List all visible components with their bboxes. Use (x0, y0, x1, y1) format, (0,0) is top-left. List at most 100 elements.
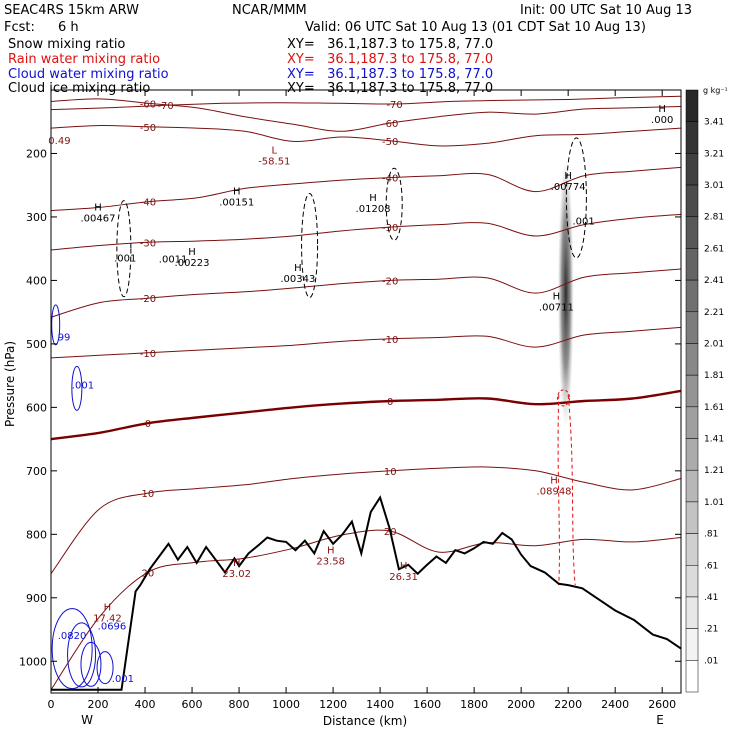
extremum-marker: H (188, 247, 196, 258)
extremum-value: .00467 (81, 214, 116, 225)
contour-value-label: .0820 (58, 631, 87, 642)
isotherm-label: -30 (140, 238, 156, 249)
x-tick-label: 400 (135, 698, 156, 711)
colorbar-label: 1.81 (704, 371, 724, 381)
isotherm-label: -10 (382, 335, 398, 346)
extremum-value: .000 (651, 115, 673, 126)
isotherm-label: -70 (386, 100, 402, 111)
colorbar-label: 1.41 (704, 435, 724, 445)
colorbar-swatch (685, 406, 699, 439)
colorbar-swatch (685, 184, 699, 217)
colorbar-swatch (685, 374, 699, 408)
x-tick-label: 200 (88, 698, 109, 711)
cloud-water-contour (80, 641, 102, 687)
cloud-ice-contour (565, 137, 587, 259)
isotherm-label: -40 (382, 174, 398, 185)
y-tick-label: 500 (26, 338, 47, 351)
x-tick-label: 2400 (601, 698, 629, 711)
colorbar-label: 1.21 (704, 466, 724, 476)
colorbar-swatch (685, 216, 699, 249)
extremum-value: 17.42 (93, 613, 122, 624)
extremum-value: .00223 (175, 258, 210, 269)
y-tick-label: 900 (26, 592, 47, 605)
rain-water-contour (556, 389, 570, 407)
colorbar-label: 2.21 (704, 308, 724, 318)
model-title: SEAC4RS 15km ARW (4, 3, 140, 18)
cloud-water-contour (71, 365, 83, 411)
cloud-water-contour (51, 304, 61, 346)
cloud-water-contour (67, 622, 97, 688)
rain-water-contour (567, 394, 576, 586)
extremum-value: .00711 (539, 302, 574, 313)
contour-value-label: .0696 (98, 622, 127, 633)
isotherm--40 (50, 166, 682, 212)
colorbar-unit: g kg⁻¹ (703, 86, 728, 95)
extremum-marker: H (104, 602, 112, 613)
extremum-marker: H (553, 291, 561, 302)
field-rain-xy: XY= 36.1,187.3 to 175.8, 77.0 (287, 52, 494, 67)
extremum-marker: H (400, 561, 408, 572)
extremum-value: -58.51 (258, 156, 290, 167)
init-label: Init: 00 UTC Sat 10 Aug 13 (520, 3, 693, 18)
rain-water-contour (557, 394, 560, 586)
isotherm--70 (50, 95, 682, 111)
y-tick-label: 300 (26, 211, 47, 224)
extremum-marker: H (94, 203, 102, 214)
colorbar-swatch (685, 279, 699, 313)
isotherm-label: -30 (382, 223, 398, 234)
colorbar-swatch (685, 501, 699, 534)
x-tick-label: 0 (48, 698, 55, 711)
colorbar-swatch (685, 628, 699, 661)
isotherm-label: -20 (140, 294, 156, 305)
cloud-ice-contour (301, 193, 319, 299)
isotherm-label: 0 (387, 397, 393, 408)
terrain-line (51, 495, 682, 691)
field-snow-name: Snow mixing ratio (8, 37, 126, 52)
isotherm--50 (50, 124, 682, 147)
cloud-water-contour (96, 651, 114, 685)
extremum-value: 23.58 (316, 556, 345, 567)
isotherm-label: -20 (382, 276, 398, 287)
isotherm-label: 10 (142, 489, 155, 500)
colorbar-label: .21 (704, 625, 718, 635)
y-tick-label: 700 (26, 465, 47, 478)
x-tick-label: 1400 (366, 698, 394, 711)
extremum-marker: H (327, 545, 335, 556)
colorbar-swatch (685, 438, 699, 471)
extremum-marker: H (294, 263, 302, 274)
isotherm-20 (50, 529, 682, 691)
y-axis-title: Pressure (hPa) (3, 341, 17, 427)
x-tick-label: 1600 (413, 698, 441, 711)
isotherm--60 (50, 98, 682, 132)
extremum-marker: H (369, 193, 377, 204)
extremum-value: .00774 (551, 182, 586, 193)
x-tick-label: 1800 (460, 698, 488, 711)
colorbar-label: 3.01 (704, 181, 724, 191)
contour-value-label: 99 (58, 333, 71, 344)
field-rain-name: Rain water mixing ratio (8, 52, 161, 67)
colorbar-label: 1.61 (704, 403, 724, 413)
x-tick-label: 800 (229, 698, 250, 711)
snow-mixing-ratio-shading (557, 158, 574, 429)
contour-value-label: .001 (112, 674, 134, 685)
colorbar-label: 2.01 (704, 339, 724, 349)
fcst-value: 6 h (58, 20, 79, 35)
x-tick-label: 2000 (507, 698, 535, 711)
colorbar-label: .41 (704, 593, 718, 603)
isotherm-label: -50 (140, 123, 156, 134)
colorbar-swatch (685, 121, 699, 154)
colorbar-label: .01 (704, 656, 718, 666)
x-tick-label: 2600 (648, 698, 676, 711)
colorbar-label: 2.81 (704, 213, 724, 223)
colorbar-label: .61 (704, 561, 718, 571)
contour-value-label: .001 (573, 217, 595, 228)
x-tick-label: 1200 (319, 698, 347, 711)
extremum-value: 23.02 (222, 569, 251, 580)
colorbar-swatch (685, 596, 699, 629)
isotherm-label: 0 (145, 419, 151, 430)
isotherm--30 (50, 213, 682, 251)
contour-value-label: 0.49 (48, 136, 70, 147)
y-tick-label: 200 (26, 147, 47, 160)
isotherm-label: 10 (384, 467, 397, 478)
